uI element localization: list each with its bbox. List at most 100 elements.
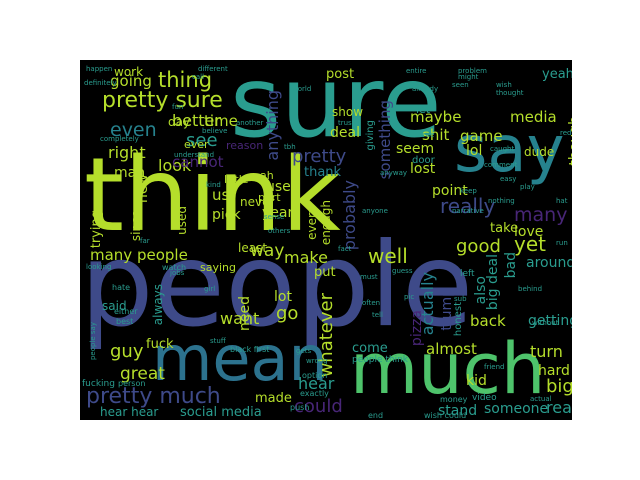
word-come: come [352,341,388,356]
word-need: need [237,296,253,331]
word-door: door [412,155,435,166]
word-push: push [290,403,310,412]
word-behind: behind [518,285,543,293]
word-run: run [556,239,568,247]
word-least: least [238,241,268,255]
word-best: best [116,317,134,326]
word-anything: anything [263,90,282,161]
word-look: look [158,156,192,175]
word-lol: lol [466,143,483,159]
word-lost: lost [410,161,436,177]
word-wish-could: wish could [424,411,467,420]
word-people-say: people say [89,322,97,361]
word-going: going [110,72,152,90]
word-trump: trump [439,288,455,331]
word-person: person [118,379,146,388]
word-might: might [458,73,479,81]
word-actual: actual [530,395,552,403]
word-yeah: yeah [542,67,572,82]
word-sure: sure [230,60,442,160]
word-turn: turn [530,342,563,361]
word-trust: trust [338,119,355,127]
word-without: without [532,319,559,327]
word-made: made [255,391,292,406]
word-great: great [120,364,165,384]
word-seem: seem [396,141,435,157]
word-sense: sense [264,213,285,221]
word-always: always [151,284,165,326]
word-people: people [80,218,474,353]
word-use: use [266,179,291,195]
word-us: us [212,186,230,204]
word-mean: mean [152,322,328,395]
word-better: better [172,111,221,130]
word-post: post [326,67,355,82]
word-media: media [510,108,557,126]
word-pretty: pretty [292,146,347,167]
word-happen: happen [86,65,113,73]
word-left: left [460,269,475,279]
word-another: another [236,119,264,127]
word-fuck: fuck [146,337,174,352]
word-comment: comment [484,161,518,169]
word-exactly: exactly [300,389,329,398]
word-trying: trying [89,210,104,249]
word-easy: easy [500,175,517,183]
word-play: play [520,183,535,191]
word-could: could [294,396,343,417]
word-year: year [262,205,294,221]
word-thank: thank [304,165,342,180]
word-either: either [114,307,138,316]
word-wrong: wrong [306,357,328,365]
word-something: something [376,100,394,180]
word-girl: girl [204,285,216,293]
word-pretty-sure: pretty sure [102,88,223,113]
word-make: make [284,248,328,267]
word-much: much [350,328,546,410]
word-often: often [362,299,381,307]
word-pic: pic [404,293,415,301]
word-day: day [168,115,191,129]
word-many: many [514,204,568,226]
word-stand: stand [438,403,478,419]
word-bad: bad [503,252,519,279]
word-hard: hard [538,363,570,379]
word-deal: deal [330,125,360,141]
word-already: already [412,85,439,93]
word-tbh: tbh [284,143,296,151]
word-almost: almost [426,340,477,358]
word-probably: probably [340,180,359,251]
word-honest: honest [453,302,464,337]
word-entire: entire [406,67,427,75]
word-hat: hat [556,197,568,205]
word-thought: thought [496,89,524,97]
word-man: man [114,165,146,181]
word-go: go [276,303,299,324]
word-fun: fun [172,103,184,111]
word-let: let [416,103,431,116]
word-game: game [460,127,503,145]
word-social-media: social media [180,405,262,420]
word-sub: sub [454,295,467,303]
word-guess: guess [392,267,413,275]
word-true: true [420,131,435,139]
word-used: used [175,206,189,235]
word-maybe: maybe [410,108,462,126]
word-reason: reason [226,139,264,152]
word-anyone: anyone [362,207,388,215]
word-show: show [332,105,364,119]
word-guy: guy [110,341,144,362]
word-jobs: jobs [170,269,185,277]
word-want: want [220,309,260,328]
word-though: though [567,116,572,166]
word-narrative: narrative [452,207,484,215]
word-part: part [258,191,281,204]
word-world: world [292,85,312,93]
word-far: far [140,237,150,245]
word-shit: shit [422,126,450,144]
word-real: real [546,398,572,417]
word-pick: pick [212,207,241,223]
word-think: think [84,136,341,255]
word-end: end [368,411,384,420]
word-fucking: fucking [82,379,115,389]
